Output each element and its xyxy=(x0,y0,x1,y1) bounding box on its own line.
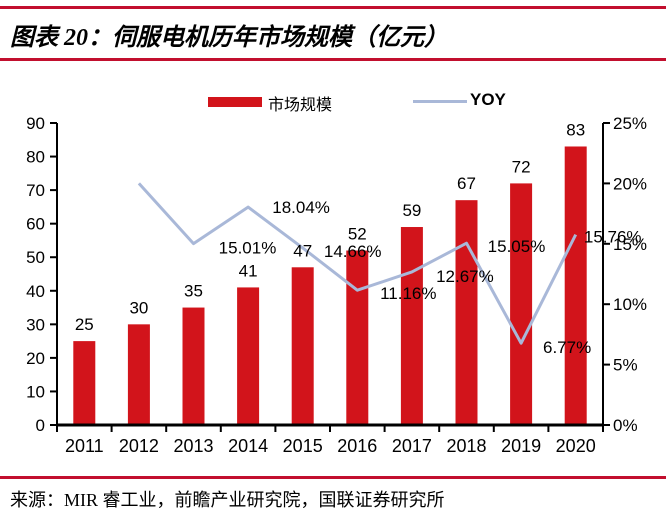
bar-2020 xyxy=(564,146,587,425)
legend-bar-label: 市场规模 xyxy=(268,97,333,114)
yoy-value-label: 6.77% xyxy=(543,338,591,357)
bar-2011 xyxy=(73,341,96,425)
bar-value-label: 72 xyxy=(512,157,531,176)
yoy-value-label: 11.16% xyxy=(380,284,436,303)
x-axis-label: 2018 xyxy=(446,436,486,456)
left-axis-tick-label: 0 xyxy=(36,416,45,435)
legend-bar-swatch xyxy=(208,97,262,107)
left-axis-tick-label: 10 xyxy=(26,382,45,401)
bar-2015 xyxy=(291,267,314,425)
bottom-rule xyxy=(0,476,666,479)
bar-value-label: 59 xyxy=(402,201,421,220)
bar-value-label: 41 xyxy=(239,261,258,280)
bar-2019 xyxy=(510,183,533,425)
x-axis-label: 2016 xyxy=(337,436,377,456)
x-axis-label: 2014 xyxy=(228,436,268,456)
yoy-value-label: 15.05% xyxy=(488,237,546,256)
bar-2013 xyxy=(182,307,205,425)
bar-2016 xyxy=(346,250,369,425)
figure-title: 图表 20：伺服电机历年市场规模（亿元） xyxy=(10,25,448,51)
bar-2018 xyxy=(455,200,478,425)
x-axis-label: 2019 xyxy=(501,436,541,456)
left-axis-tick-label: 60 xyxy=(26,215,45,234)
yoy-value-label: 15.01% xyxy=(219,239,277,258)
bar-value-label: 83 xyxy=(566,120,585,139)
bar-value-label: 30 xyxy=(129,298,148,317)
x-axis-label: 2011 xyxy=(65,436,104,456)
yoy-line xyxy=(137,182,578,345)
x-axis-label: 2013 xyxy=(173,436,213,456)
bar-value-label: 47 xyxy=(293,241,312,260)
x-axis-label: 2012 xyxy=(119,436,159,456)
bar-2012 xyxy=(127,324,150,425)
left-axis-tick-label: 20 xyxy=(26,349,45,368)
source-note: 来源：MIR 睿工业，前瞻产业研究院，国联证券研究所 xyxy=(10,490,445,510)
right-axis-tick-label: 10% xyxy=(613,295,647,314)
right-axis-tick-label: 5% xyxy=(613,356,638,375)
legend-line-label: YOY xyxy=(470,90,506,109)
yoy-value-label: 15.76% xyxy=(584,228,642,247)
left-axis-tick-label: 30 xyxy=(26,315,45,334)
left-axis-tick-label: 40 xyxy=(26,282,45,301)
title-underline-rule xyxy=(0,58,666,61)
x-axis-label: 2020 xyxy=(556,436,596,456)
bar-2017 xyxy=(400,227,423,425)
right-axis-tick-label: 25% xyxy=(613,114,647,133)
right-axis-tick-label: 15% xyxy=(613,235,647,254)
yoy-value-label: 18.04% xyxy=(272,198,330,217)
yoy-value-label: 14.66% xyxy=(324,242,382,261)
x-axis-label: 2017 xyxy=(392,436,432,456)
top-rule xyxy=(0,6,666,9)
bar-value-label: 52 xyxy=(348,225,367,244)
left-axis-tick-label: 90 xyxy=(26,114,45,133)
bar-value-label: 35 xyxy=(184,282,203,301)
right-axis-tick-label: 0% xyxy=(613,416,638,435)
bar-2014 xyxy=(237,287,260,425)
right-axis-tick-label: 20% xyxy=(613,174,647,193)
legend-line-swatch xyxy=(413,100,467,103)
left-axis-tick-label: 50 xyxy=(26,248,45,267)
left-axis-tick-label: 70 xyxy=(26,181,45,200)
x-axis-label: 2015 xyxy=(283,436,323,456)
left-axis-tick-label: 80 xyxy=(26,148,45,167)
bar-value-label: 25 xyxy=(75,315,94,334)
yoy-value-label: 12.67% xyxy=(436,267,494,286)
bar-value-label: 67 xyxy=(457,174,476,193)
